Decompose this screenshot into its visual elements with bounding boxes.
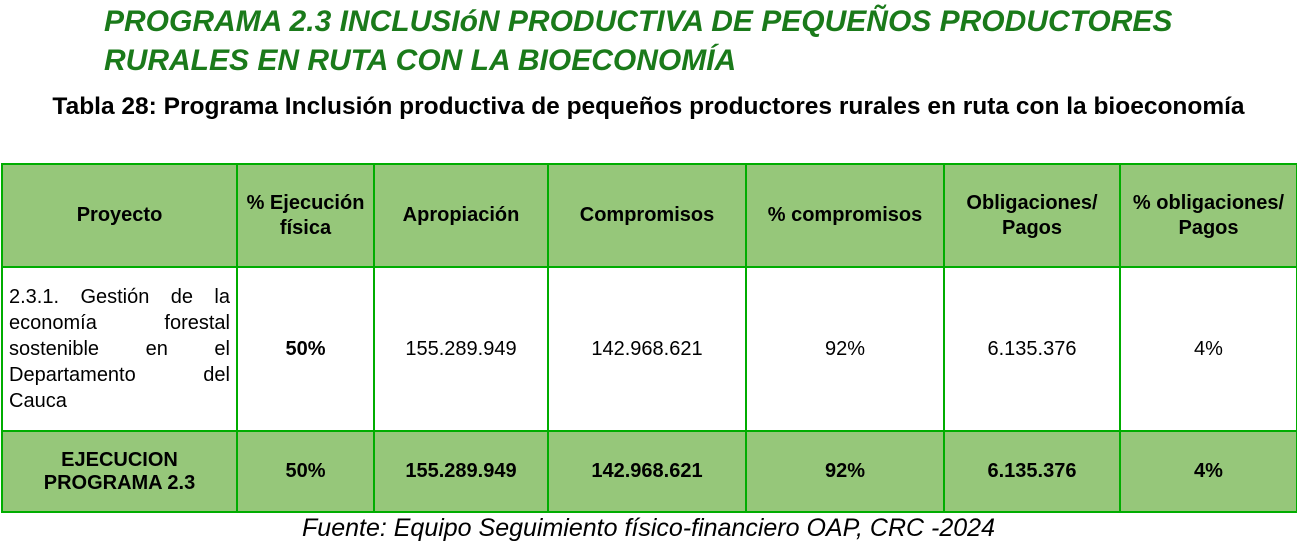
table-header-row: Proyecto % Ejecución física Apropiación … [1,163,1297,268]
program-heading: PROGRAMA 2.3 INCLUSIóN PRODUCTIVA DE PEQ… [104,5,1173,77]
header-proyecto: Proyecto [1,163,238,268]
total-compromisos: 142.968.621 [547,430,747,513]
cell-obligaciones: 6.135.376 [943,266,1121,432]
cell-ejecucion-fisica: 50% [236,266,375,432]
total-label: EJECUCION PROGRAMA 2.3 [1,430,238,513]
header-pct-compromisos: % compromisos [745,163,945,268]
cell-compromisos: 142.968.621 [547,266,747,432]
table-caption: Tabla 28: Programa Inclusión productiva … [52,93,1245,120]
table-row: 2.3.1. Gestión de la economía forestal s… [1,266,1297,432]
header-obligaciones: Obligaciones/ Pagos [943,163,1121,268]
total-apropiacion: 155.289.949 [373,430,549,513]
cell-pct-compromisos: 92% [745,266,945,432]
header-compromisos: Compromisos [547,163,747,268]
total-pct-obligaciones: 4% [1119,430,1297,513]
program-table: Proyecto % Ejecución física Apropiación … [1,163,1297,513]
header-apropiacion: Apropiación [373,163,549,268]
header-ejecucion-fisica: % Ejecución física [236,163,375,268]
header-pct-obligaciones: % obligaciones/ Pagos [1119,163,1297,268]
total-pct-compromisos: 92% [745,430,945,513]
cell-pct-obligaciones: 4% [1119,266,1297,432]
source-note: Fuente: Equipo Seguimiento físico-financ… [302,514,995,542]
total-obligaciones: 6.135.376 [943,430,1121,513]
total-row: EJECUCION PROGRAMA 2.3 50% 155.289.949 1… [1,430,1297,513]
total-ejecucion-fisica: 50% [236,430,375,513]
cell-apropiacion: 155.289.949 [373,266,549,432]
cell-proyecto: 2.3.1. Gestión de la economía forestal s… [1,266,238,432]
